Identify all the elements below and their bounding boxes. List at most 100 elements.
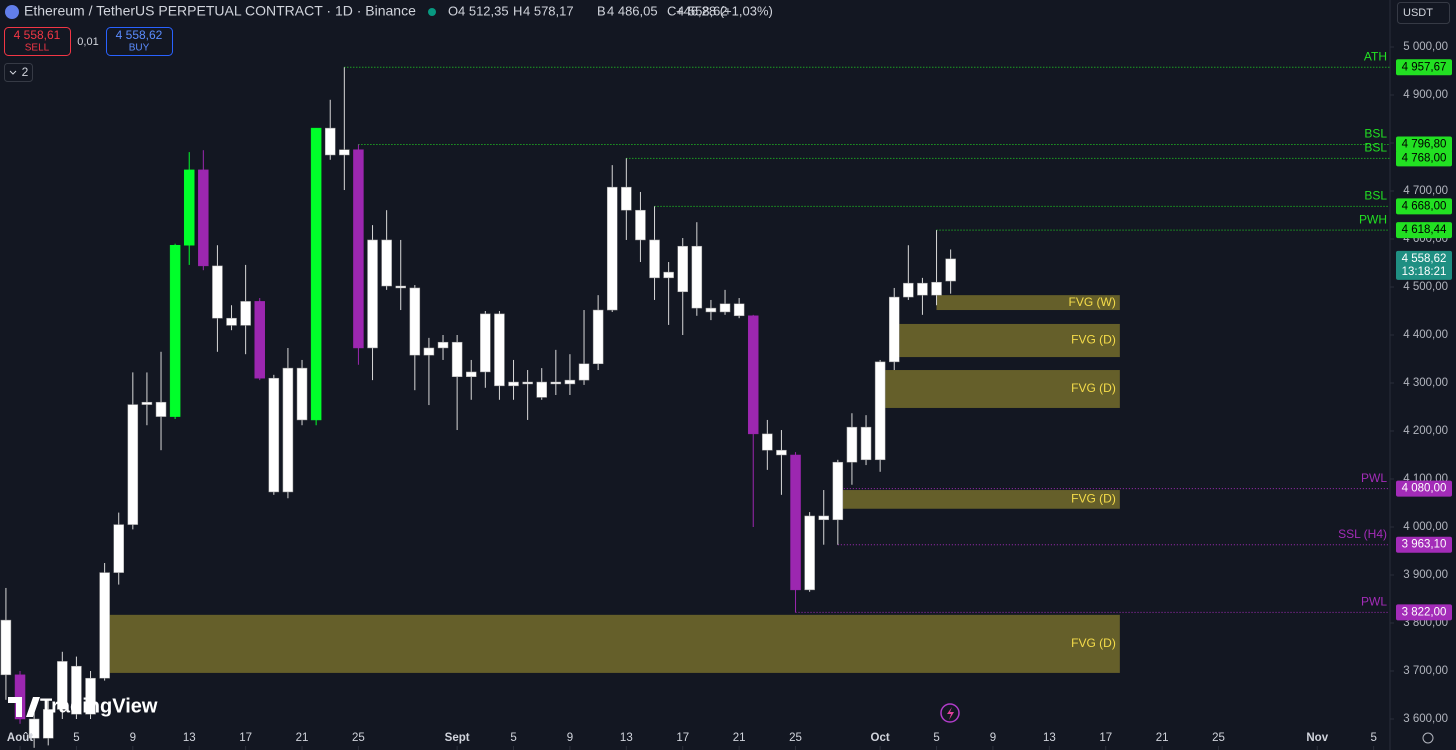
candle-body — [931, 281, 942, 296]
ohlc-key: H — [513, 3, 522, 18]
fvg-label: FVG (W) — [1069, 295, 1116, 309]
candle-body — [310, 127, 322, 421]
x-tick-label: 9 — [567, 732, 573, 744]
level-price-label: 3 822,00 — [1402, 606, 1447, 618]
candle-body — [677, 245, 688, 293]
candle-body — [212, 265, 223, 319]
candle-body — [127, 404, 139, 525]
candle-body — [536, 381, 547, 398]
ohlc-key: O — [448, 3, 458, 18]
candle-body — [28, 718, 40, 739]
buy-label[interactable]: BUY — [129, 43, 150, 54]
candle-body — [747, 315, 759, 435]
fvg-zone — [894, 323, 1120, 358]
sell-button[interactable] — [4, 27, 71, 56]
candle-body — [113, 524, 124, 573]
x-tick-label: 17 — [1099, 732, 1112, 744]
y-tick-label: 4 900,00 — [1403, 89, 1448, 101]
sell-price[interactable]: 4 558,61 — [14, 28, 61, 42]
candle-body — [621, 186, 632, 211]
buy-button[interactable] — [106, 27, 173, 56]
candle-body — [324, 127, 336, 156]
candle-body — [649, 239, 660, 279]
level-name: BSL — [1364, 141, 1387, 155]
candle-body — [42, 709, 54, 739]
plot-area: FVG (W) FVG (D) FVG (D) FVG (D) FVG (D) — [0, 66, 1390, 748]
level-price-label: 4 618,44 — [1402, 224, 1447, 236]
candle-body — [860, 426, 872, 461]
level-price-label: 3 963,10 — [1402, 539, 1447, 551]
x-tick-label: 9 — [130, 732, 136, 744]
candle-body — [804, 515, 815, 591]
status-dot — [428, 8, 436, 16]
level-price-label: 4 957,67 — [1402, 61, 1447, 73]
candle-body — [268, 377, 280, 493]
candle-body — [423, 347, 435, 356]
candle-body — [733, 303, 745, 317]
buy-price[interactable]: 4 558,62 — [116, 28, 163, 42]
candle-body — [282, 367, 294, 493]
y-tick-label: 4 500,00 — [1403, 281, 1448, 293]
change: +46,28 (+1,03%) — [676, 3, 773, 18]
y-tick-label: 4 400,00 — [1403, 329, 1448, 341]
candle-body — [296, 367, 308, 421]
currency-select[interactable] — [1397, 2, 1450, 24]
candle-body — [494, 313, 505, 387]
indicator-toggle[interactable] — [4, 63, 33, 82]
candle-body — [508, 381, 519, 387]
candle-body — [592, 309, 604, 365]
candle-body — [578, 363, 590, 381]
y-tick-label: 4 200,00 — [1403, 425, 1448, 437]
fvg-zone — [880, 370, 1120, 408]
y-tick-label: 3 900,00 — [1403, 569, 1448, 581]
indicator-count[interactable]: 2 — [22, 65, 29, 79]
candle-body — [917, 282, 928, 296]
candle-body — [169, 244, 181, 417]
last-price-box — [1396, 250, 1452, 280]
candle-body — [691, 245, 703, 309]
candle-body — [776, 449, 787, 456]
ohlc-value: 4 558,62 — [677, 3, 728, 18]
level-price-box — [1396, 536, 1452, 553]
candle-body — [99, 572, 110, 679]
x-tick-label: Oct — [871, 732, 890, 744]
x-tick-label: 13 — [1043, 732, 1056, 744]
alert-icon[interactable] — [940, 703, 960, 723]
ohlc-value: 4 578,17 — [523, 3, 574, 18]
candle-body — [465, 371, 477, 378]
candle-body — [663, 271, 674, 279]
x-tick-label: Nov — [1306, 732, 1328, 744]
x-tick-label: 5 — [510, 732, 516, 744]
countdown: 13:18:21 — [1402, 266, 1447, 278]
candle-body — [85, 677, 96, 715]
fvg-zone — [936, 295, 1120, 311]
x-tick-label: 5 — [933, 732, 939, 744]
candle-body — [945, 258, 956, 282]
currency[interactable]: USDT — [1403, 7, 1433, 19]
candle-body — [367, 239, 378, 349]
candle-body — [198, 169, 209, 267]
sell-label[interactable]: SELL — [25, 43, 50, 54]
fvg-label: FVG (D) — [1071, 381, 1116, 395]
settings-icon[interactable] — [1422, 732, 1434, 744]
level-name: SSL (H4) — [1338, 527, 1387, 541]
level-name: PWH — [1359, 212, 1387, 226]
level-price-box — [1396, 480, 1452, 497]
x-tick-label: 9 — [990, 732, 996, 744]
candle-body — [57, 661, 68, 710]
symbol-icon — [5, 5, 19, 19]
x-tick-label: Août — [7, 732, 33, 744]
candle-body — [437, 341, 449, 349]
level-price-box — [1396, 150, 1452, 167]
x-tick-label: 17 — [239, 732, 252, 744]
x-tick-label: 5 — [73, 732, 79, 744]
candle-body — [141, 401, 153, 405]
candle-body — [790, 454, 801, 591]
level-price-box — [1396, 136, 1452, 153]
x-tick-label: Sept — [445, 732, 470, 744]
x-tick-label: 17 — [676, 732, 689, 744]
candle-body — [381, 239, 392, 287]
x-tick-label: 21 — [733, 732, 746, 744]
x-tick-label: 13 — [620, 732, 633, 744]
